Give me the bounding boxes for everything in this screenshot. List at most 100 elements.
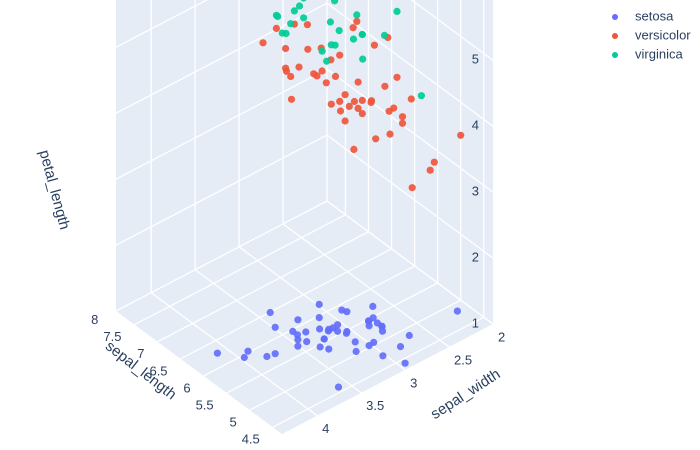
marker-setosa[interactable] <box>294 342 302 350</box>
marker-virginica[interactable] <box>335 27 343 35</box>
marker-versicolor[interactable] <box>303 21 311 29</box>
marker-setosa[interactable] <box>343 308 351 316</box>
marker-versicolor[interactable] <box>386 130 394 138</box>
marker-versicolor[interactable] <box>304 45 312 53</box>
marker-setosa[interactable] <box>365 322 373 330</box>
marker-versicolor[interactable] <box>358 96 366 104</box>
legend-item-versicolor[interactable]: versicolor <box>612 27 691 42</box>
marker-versicolor[interactable] <box>287 72 295 81</box>
marker-virginica[interactable] <box>380 31 389 39</box>
marker-versicolor[interactable] <box>259 39 267 47</box>
marker-setosa[interactable] <box>263 352 271 361</box>
marker-virginica[interactable] <box>417 92 425 100</box>
marker-versicolor[interactable] <box>295 63 303 71</box>
marker-versicolor[interactable] <box>393 73 401 81</box>
marker-setosa[interactable] <box>303 338 311 346</box>
marker-versicolor[interactable] <box>408 184 416 192</box>
legend-item-virginica[interactable]: virginica <box>612 46 683 61</box>
marker-versicolor[interactable] <box>398 113 407 121</box>
marker-virginica[interactable] <box>327 41 335 49</box>
marker-versicolor[interactable] <box>398 119 407 127</box>
marker-setosa[interactable] <box>379 352 387 360</box>
marker-versicolor[interactable] <box>336 97 344 105</box>
marker-versicolor[interactable] <box>354 104 362 112</box>
marker-setosa[interactable] <box>271 350 279 358</box>
marker-versicolor[interactable] <box>407 95 415 103</box>
marker-versicolor[interactable] <box>390 104 398 112</box>
marker-versicolor[interactable] <box>322 79 330 87</box>
marker-virginica[interactable] <box>287 20 295 28</box>
marker-versicolor[interactable] <box>318 67 326 75</box>
marker-setosa[interactable] <box>302 328 310 336</box>
marker-setosa[interactable] <box>325 325 333 333</box>
marker-versicolor[interactable] <box>354 78 362 86</box>
marker-versicolor[interactable] <box>372 135 380 143</box>
marker-virginica[interactable] <box>393 7 401 15</box>
marker-versicolor[interactable] <box>353 17 361 25</box>
marker-setosa[interactable] <box>334 327 342 335</box>
marker-setosa[interactable] <box>370 338 378 346</box>
marker-setosa[interactable] <box>351 338 359 346</box>
marker-setosa[interactable] <box>294 316 302 324</box>
marker-virginica[interactable] <box>300 14 308 22</box>
marker-setosa[interactable] <box>325 345 333 353</box>
marker-setosa[interactable] <box>244 347 252 355</box>
marker-setosa[interactable] <box>343 327 351 336</box>
marker-setosa[interactable] <box>334 383 343 391</box>
marker-setosa[interactable] <box>294 336 302 344</box>
marker-virginica[interactable] <box>349 35 358 43</box>
marker-versicolor[interactable] <box>358 110 366 118</box>
marker-versicolor[interactable] <box>310 70 318 78</box>
marker-setosa[interactable] <box>352 347 360 356</box>
marker-setosa[interactable] <box>315 314 323 322</box>
marker-setosa[interactable] <box>453 307 461 315</box>
marker-versicolor[interactable] <box>350 145 358 153</box>
marker-virginica[interactable] <box>359 55 367 63</box>
marker-setosa[interactable] <box>396 343 405 351</box>
marker-setosa[interactable] <box>316 325 324 333</box>
marker-setosa[interactable] <box>405 331 413 340</box>
marker-virginica[interactable] <box>274 12 282 21</box>
marker-versicolor[interactable] <box>350 97 358 106</box>
marker-setosa[interactable] <box>334 321 342 329</box>
marker-versicolor[interactable] <box>282 44 290 53</box>
marker-setosa[interactable] <box>369 314 377 322</box>
marker-virginica[interactable] <box>326 18 334 26</box>
marker-versicolor[interactable] <box>341 91 349 99</box>
marker-versicolor[interactable] <box>336 107 345 115</box>
marker-virginica[interactable] <box>318 47 326 55</box>
marker-versicolor[interactable] <box>282 67 291 75</box>
marker-versicolor[interactable] <box>367 97 376 105</box>
marker-versicolor[interactable] <box>370 41 378 49</box>
marker-versicolor[interactable] <box>426 166 434 174</box>
marker-versicolor[interactable] <box>381 82 389 90</box>
marker-versicolor[interactable] <box>345 102 353 110</box>
marker-virginica[interactable] <box>353 11 361 19</box>
marker-virginica[interactable] <box>358 30 366 39</box>
marker-virginica[interactable] <box>278 29 286 37</box>
marker-setosa[interactable] <box>271 323 279 331</box>
marker-setosa[interactable] <box>378 327 387 335</box>
marker-versicolor[interactable] <box>287 95 296 103</box>
legend[interactable]: setosa versicolor virginica <box>612 8 691 61</box>
marker-setosa[interactable] <box>316 343 324 351</box>
marker-virginica[interactable] <box>290 7 298 15</box>
marker-virginica[interactable] <box>300 0 307 2</box>
marker-versicolor[interactable] <box>272 24 280 32</box>
marker-versicolor[interactable] <box>430 158 438 166</box>
marker-setosa[interactable] <box>266 308 274 317</box>
marker-virginica[interactable] <box>331 0 339 5</box>
marker-setosa[interactable] <box>320 335 328 343</box>
marker-versicolor[interactable] <box>457 131 465 139</box>
marker-versicolor[interactable] <box>331 72 340 80</box>
marker-virginica[interactable] <box>295 2 304 10</box>
marker-setosa[interactable] <box>369 302 377 310</box>
marker-versicolor[interactable] <box>341 117 349 125</box>
legend-item-setosa[interactable]: setosa <box>612 8 674 23</box>
marker-versicolor[interactable] <box>327 100 335 108</box>
marker-setosa[interactable] <box>213 349 221 357</box>
marker-versicolor[interactable] <box>349 24 357 32</box>
marker-versicolor[interactable] <box>336 51 344 59</box>
